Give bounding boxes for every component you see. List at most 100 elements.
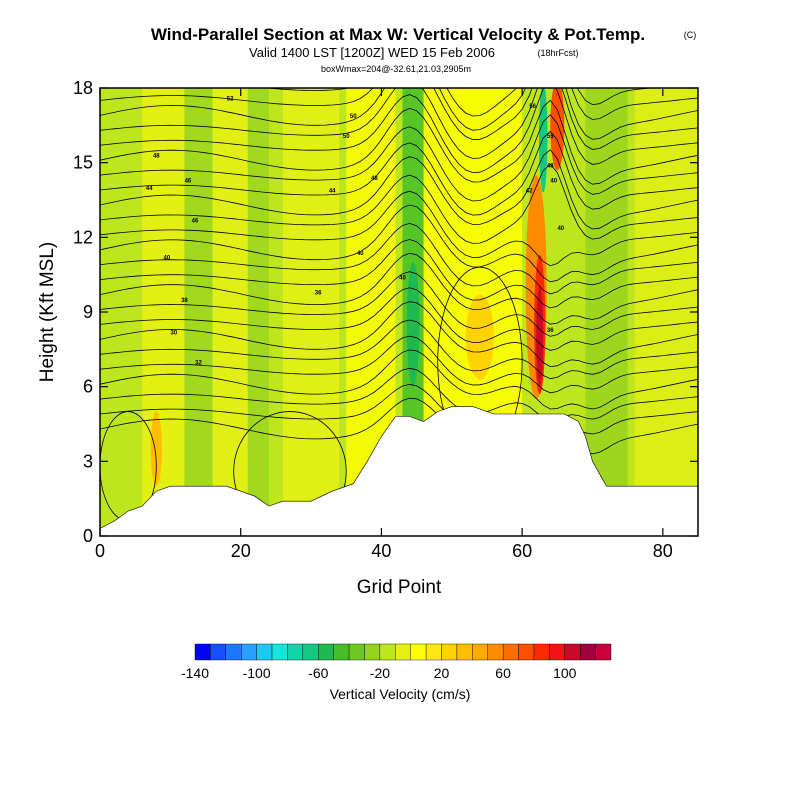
isentrope-line xyxy=(100,130,698,216)
colorbar-swatch xyxy=(425,643,442,661)
colorbar-swatch xyxy=(241,643,257,661)
isentrope-line xyxy=(263,88,655,117)
isentrope-line xyxy=(100,88,698,174)
updraft-core-max xyxy=(536,287,544,387)
band-yellow-mid xyxy=(212,88,248,536)
isentrope-line xyxy=(100,222,698,295)
x-axis-title: Grid Point xyxy=(357,577,442,598)
contour-label: 50 xyxy=(350,114,357,120)
colorbar-swatch xyxy=(410,643,427,661)
contour-label: 42 xyxy=(526,189,533,195)
colorbar-swatch xyxy=(472,643,488,661)
chart-subtitle: Valid 1400 LST [1200Z] WED 15 Feb 2006 xyxy=(249,45,495,60)
band-yellow-mid2 xyxy=(282,88,340,536)
isentrope-line xyxy=(100,114,698,202)
x-tick-label: 80 xyxy=(653,541,673,561)
x-tick-label: 0 xyxy=(95,541,105,561)
contour-label: 40 xyxy=(550,179,557,185)
isentrope-line xyxy=(100,163,698,244)
colorbar-tick-label: -60 xyxy=(308,665,328,681)
isentrope-line xyxy=(100,271,698,337)
updraft-orange-lee xyxy=(465,294,494,380)
y-tick-label: 3 xyxy=(83,451,93,471)
y-axis-title: Height (Kft MSL) xyxy=(37,242,58,382)
contour-label: 50 xyxy=(343,134,350,140)
downdraft-upper xyxy=(539,88,548,193)
contour-label: 56 xyxy=(529,104,536,110)
chart-subtitle-note: (18hrFcst) xyxy=(537,48,578,58)
y-tick-label: 15 xyxy=(73,153,93,173)
colorbar-tick-label: -140 xyxy=(181,665,209,681)
isentrope-line xyxy=(100,301,698,368)
colorbar: -140 -100 -60 -20 20 60 100 xyxy=(181,643,612,681)
contour-label: 44 xyxy=(146,186,153,192)
contour-label: 44 xyxy=(329,189,336,195)
band-green-west xyxy=(184,88,213,536)
colorbar-title: Vertical Velocity (cm/s) xyxy=(330,686,471,702)
contour-label: 38 xyxy=(181,298,188,304)
colorbar-tick-label: 100 xyxy=(553,665,577,681)
contour-label: 40 xyxy=(399,276,406,282)
contour-label: 48 xyxy=(371,176,378,182)
x-tick-label: 60 xyxy=(512,541,532,561)
contour-label: 48 xyxy=(153,154,160,160)
isentrope-line xyxy=(100,88,698,159)
colorbar-swatch xyxy=(302,643,319,661)
contour-label: 40 xyxy=(357,251,364,257)
band-yellow-far-east xyxy=(634,88,698,536)
colorbar-swatch xyxy=(333,643,350,661)
y-tick-label: 0 xyxy=(83,526,93,546)
y-tick-label: 18 xyxy=(73,78,93,98)
isentrope-line xyxy=(100,349,698,410)
chart-title: Wind-Parallel Section at Max W: Vertical… xyxy=(151,25,645,44)
isentrope-line xyxy=(100,383,698,436)
chart-subtitle-box-wmax: boxWmax=204@-32.61,21.03,2905m xyxy=(321,64,471,74)
chart-title-mark: (C) xyxy=(684,30,697,40)
contour-label: 55 xyxy=(547,134,554,140)
x-tick-label: 20 xyxy=(231,541,251,561)
terrain-polygon xyxy=(100,406,698,536)
band-light-yellow-west xyxy=(142,88,185,536)
isentrope-line xyxy=(100,88,698,141)
isentrope-line xyxy=(100,319,698,380)
updraft-orange-west xyxy=(150,411,162,487)
colorbar-tick-label: -100 xyxy=(243,665,271,681)
isentrope-line xyxy=(100,252,698,325)
isentrope-line xyxy=(100,204,698,283)
colorbar-swatch xyxy=(579,643,596,661)
colorbar-tick-label: 60 xyxy=(495,665,511,681)
contour-label: 46 xyxy=(185,179,192,185)
colorbar-swatch xyxy=(549,643,565,661)
colorbar-swatch xyxy=(318,643,334,661)
isentrope-line xyxy=(100,190,698,267)
colorbar-swatch xyxy=(456,643,473,661)
contour-label: 40 xyxy=(163,256,170,262)
colorbar-swatch xyxy=(225,643,242,661)
isentrope-line xyxy=(100,367,698,422)
isentrope-line xyxy=(100,397,698,455)
velocity-bands xyxy=(142,88,698,536)
colorbar-swatch xyxy=(364,643,381,661)
colorbar-swatch xyxy=(395,643,411,661)
colorbar-swatch xyxy=(502,643,519,661)
contour-label: 46 xyxy=(192,218,199,224)
colorbar-swatch xyxy=(194,643,211,661)
colorbar-swatch xyxy=(256,643,273,661)
isentrope-line xyxy=(100,88,698,131)
colorbar-swatch xyxy=(441,643,458,661)
colorbar-tick-label: -20 xyxy=(370,665,390,681)
colorbar-swatch xyxy=(487,643,504,661)
contour-label: 30 xyxy=(171,330,178,336)
isentrope-line xyxy=(100,149,698,230)
colorbar-swatch xyxy=(271,643,288,661)
colorbar-swatch xyxy=(287,643,304,661)
x-axis-ticks: 0 20 40 60 80 xyxy=(95,88,673,561)
y-tick-label: 12 xyxy=(73,227,93,247)
contour-label: 36 xyxy=(315,291,322,297)
x-tick-label: 40 xyxy=(371,541,391,561)
contour-label: 36 xyxy=(547,328,554,334)
isentrope-line xyxy=(100,239,698,309)
contour-label: 52 xyxy=(227,96,234,102)
